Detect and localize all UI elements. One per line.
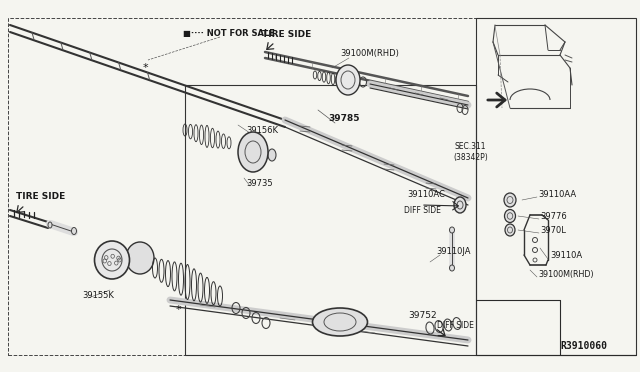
Text: 39735: 39735 xyxy=(246,179,273,187)
Text: R3910060: R3910060 xyxy=(560,341,607,351)
Text: DIFF SIDE: DIFF SIDE xyxy=(404,205,441,215)
Text: (38342P): (38342P) xyxy=(453,153,488,161)
Ellipse shape xyxy=(238,132,268,172)
Text: 39110A: 39110A xyxy=(550,251,582,260)
Bar xyxy=(476,18,636,355)
Ellipse shape xyxy=(454,197,466,213)
Text: 3970L: 3970L xyxy=(540,225,566,234)
Text: 39776: 39776 xyxy=(540,212,567,221)
Text: SEC.311: SEC.311 xyxy=(455,141,486,151)
Bar xyxy=(8,18,476,355)
Ellipse shape xyxy=(449,265,454,271)
Text: *: * xyxy=(142,63,148,73)
Text: 39156K: 39156K xyxy=(246,125,278,135)
Ellipse shape xyxy=(449,227,454,233)
Bar xyxy=(185,85,476,355)
Ellipse shape xyxy=(268,149,276,161)
Ellipse shape xyxy=(336,65,360,95)
Ellipse shape xyxy=(312,308,367,336)
Ellipse shape xyxy=(48,222,52,228)
Ellipse shape xyxy=(72,228,77,234)
Ellipse shape xyxy=(95,241,129,279)
Text: *: * xyxy=(175,305,181,315)
Text: 39752: 39752 xyxy=(408,311,436,321)
Text: 39155K: 39155K xyxy=(82,292,114,301)
Text: 39785: 39785 xyxy=(328,113,360,122)
Text: 39100M(RHD): 39100M(RHD) xyxy=(538,269,594,279)
Ellipse shape xyxy=(126,242,154,274)
Ellipse shape xyxy=(504,193,516,207)
Ellipse shape xyxy=(505,224,515,236)
Text: DIFF SIDE: DIFF SIDE xyxy=(437,321,474,330)
Text: 39100M(RHD): 39100M(RHD) xyxy=(340,48,399,58)
Ellipse shape xyxy=(504,209,515,222)
Text: 39110JA: 39110JA xyxy=(436,247,470,257)
Text: ■···· NOT FOR SALE: ■···· NOT FOR SALE xyxy=(183,29,275,38)
Text: TIRE SIDE: TIRE SIDE xyxy=(262,29,311,38)
Text: TIRE SIDE: TIRE SIDE xyxy=(16,192,65,201)
Text: 39110AA: 39110AA xyxy=(538,189,576,199)
Text: 39110AC: 39110AC xyxy=(407,189,445,199)
